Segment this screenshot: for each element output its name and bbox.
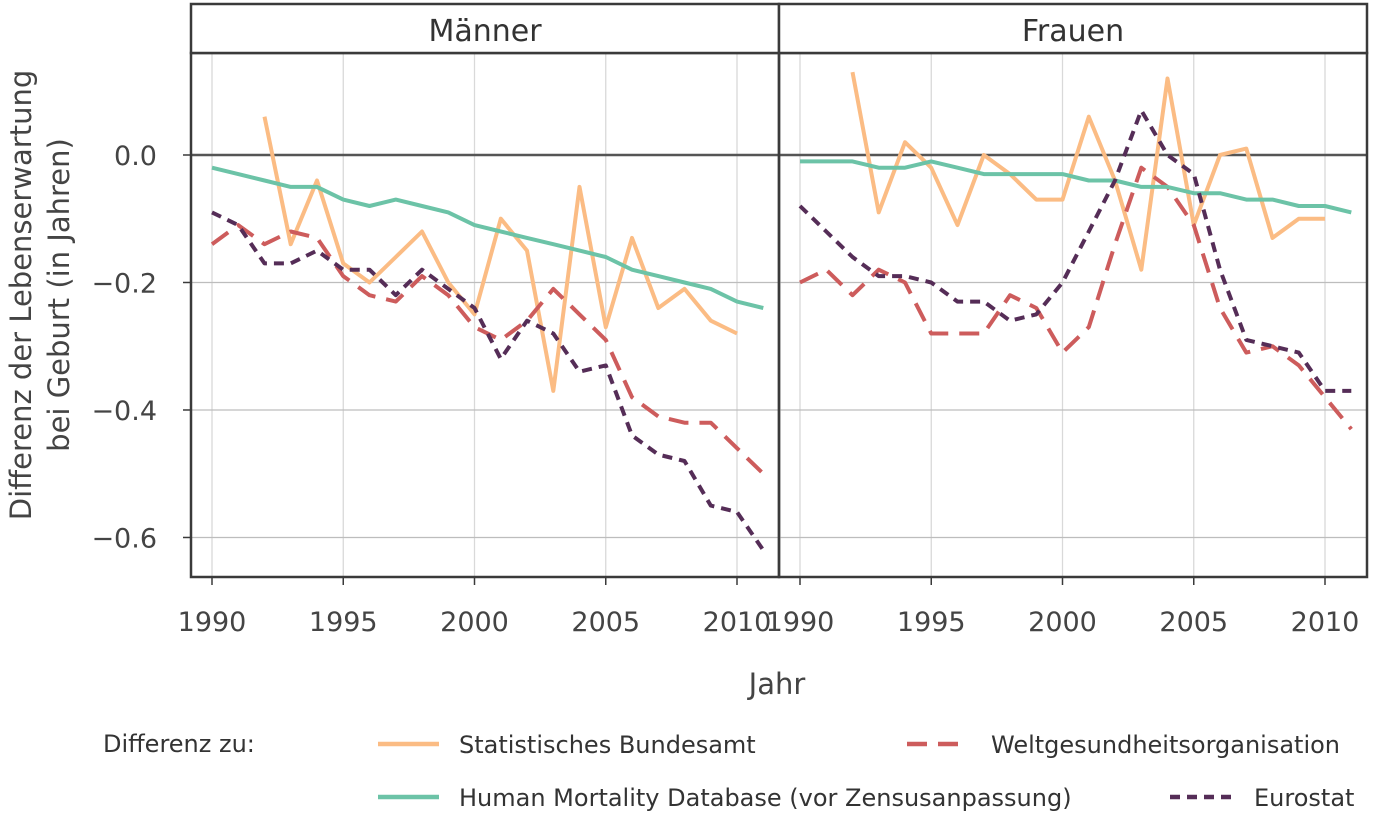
x-tick-label-2000-manner: 2000 — [440, 607, 509, 638]
legend-label-who: Weltgesundheitsorganisation — [991, 731, 1340, 759]
x-tick-label-2005-frauen: 2005 — [1159, 607, 1228, 638]
legend-label-eurostat: Eurostat — [1254, 784, 1354, 812]
strip-label-manner: Männer — [428, 14, 542, 49]
series-line-destatis-manner — [262, 116, 738, 393]
panels: Männer Frauen — [189, 2, 1369, 579]
panel-border — [189, 51, 781, 579]
y-tick-label-0: 0.0 — [114, 141, 157, 172]
y-axis-title-line2: bei Geburt (in Jahren) — [42, 138, 76, 452]
x-tick-label-2000-frauen: 2000 — [1028, 607, 1097, 638]
legend-label-hmd: Human Mortality Database (vor Zensusanpa… — [459, 784, 1072, 812]
series-line-hmd-frauen — [800, 159, 1352, 215]
series-line-hmd-manner — [211, 165, 764, 310]
legend-label-destatis: Statistisches Bundesamt — [459, 731, 756, 759]
y-tick-label-1: −0.2 — [91, 268, 157, 299]
x-tick-label-1990-frauen: 1990 — [766, 607, 835, 638]
legend-title: Differenz zu: — [103, 730, 255, 758]
strip-label-frauen: Frauen — [1022, 14, 1124, 49]
y-axis-title-line1: Differenz der Lebenserwartung — [4, 70, 38, 521]
strip-frauen — [777, 2, 1369, 55]
series-line-eurostat-manner — [211, 210, 765, 552]
x-tick-label-2005-manner: 2005 — [571, 607, 640, 638]
panel-frauen: Frauen — [777, 2, 1369, 579]
y-tick-label-2: −0.4 — [91, 396, 157, 427]
x-tick-label-2010-manner: 2010 — [703, 607, 772, 638]
series-line-eurostat-frauen — [798, 108, 1352, 393]
panel-manner: Männer — [189, 2, 781, 579]
x-axis-title: Jahr — [747, 667, 806, 701]
y-axis: 0.0 −0.2 −0.4 −0.6 — [91, 141, 191, 554]
series-line-who-manner — [210, 223, 765, 476]
x-tick-label-1995-frauen: 1995 — [897, 607, 966, 638]
x-tick-label-1990-manner: 1990 — [178, 607, 247, 638]
series-line-who-frauen — [799, 165, 1353, 431]
x-tick-label-1995-manner: 1995 — [309, 607, 378, 638]
strip-manner — [189, 2, 781, 55]
y-tick-label-3: −0.6 — [91, 523, 157, 554]
legend: Differenz zu: Statistisches Bundesamt Wel… — [103, 730, 1354, 812]
x-tick-label-2010-frauen: 2010 — [1291, 607, 1360, 638]
series-line-destatis-frauen — [850, 71, 1325, 272]
panel-border — [777, 51, 1369, 579]
